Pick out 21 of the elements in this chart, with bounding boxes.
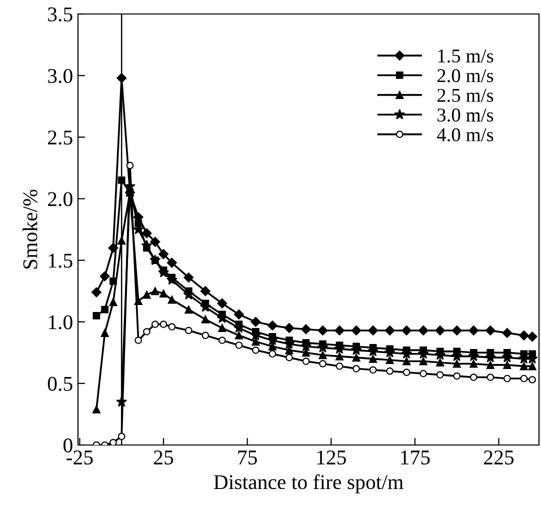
y-tick-label: 2.0 <box>48 192 72 206</box>
x-axis-title: Distance to fire spot/m <box>214 474 404 494</box>
legend-label: 4.0 m/s <box>436 128 494 142</box>
y-tick-label: 2.5 <box>48 130 72 145</box>
y-tick-label: 3.0 <box>48 68 72 84</box>
y-tick-label: 0 <box>64 438 72 452</box>
x-tick-label: 175 <box>401 450 430 465</box>
y-tick-label: 1.5 <box>48 254 72 268</box>
y-tick-label: 3.5 <box>48 7 72 22</box>
x-tick-label: 125 <box>317 450 346 465</box>
y-axis-title: Smoke/% <box>22 190 38 269</box>
x-tick-label: 225 <box>484 450 514 465</box>
y-tick-label: 1.0 <box>48 315 72 330</box>
x-tick-label: 75 <box>238 450 257 465</box>
legend-label: 1.5 m/s <box>438 50 494 63</box>
legend-label: 3.0 m/s <box>438 108 494 122</box>
x-tick-label: -25 <box>66 450 93 465</box>
x-tick-label: 25 <box>154 450 174 465</box>
legend-label: 2.0 m/s <box>437 69 494 82</box>
legend-label: 2.5 m/s <box>437 88 494 102</box>
y-tick-label: 0.5 <box>48 376 72 391</box>
